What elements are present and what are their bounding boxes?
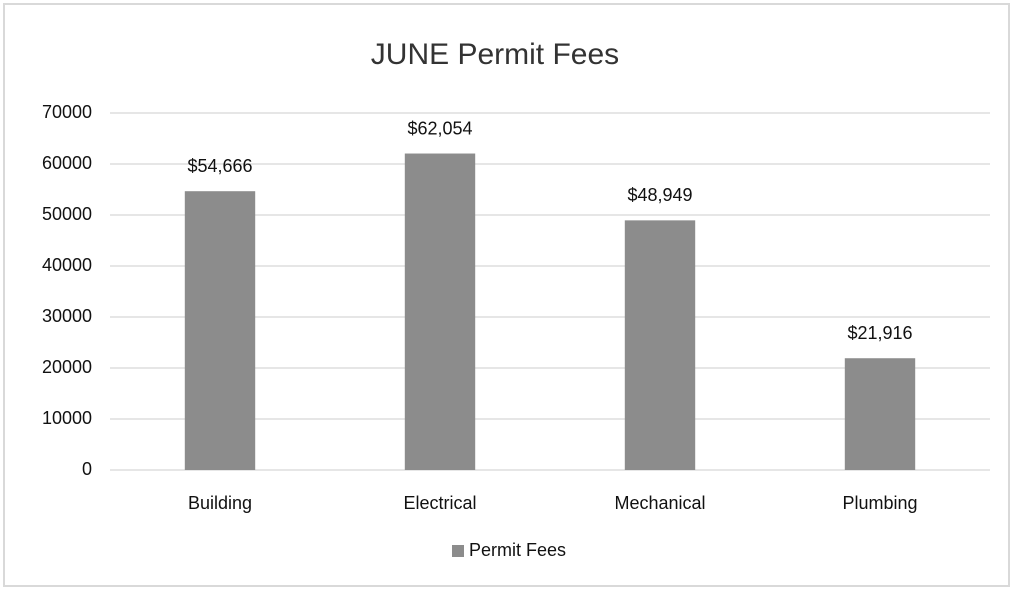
data-label: $21,916 xyxy=(847,323,912,343)
bar xyxy=(624,220,696,470)
y-tick-label: 30000 xyxy=(42,306,92,326)
bar xyxy=(184,191,256,470)
data-label: $48,949 xyxy=(627,185,692,205)
legend-label: Permit Fees xyxy=(469,540,566,560)
y-tick-label: 20000 xyxy=(42,357,92,377)
x-tick-label: Mechanical xyxy=(614,493,705,513)
y-tick-label: 50000 xyxy=(42,204,92,224)
x-tick-label: Building xyxy=(188,493,252,513)
bar xyxy=(404,153,476,470)
data-label: $62,054 xyxy=(407,118,472,138)
y-tick-label: 70000 xyxy=(42,102,92,122)
x-tick-label: Plumbing xyxy=(842,493,917,513)
bar xyxy=(844,358,916,470)
data-label: $54,666 xyxy=(187,156,252,176)
legend-swatch xyxy=(452,545,464,557)
chart-title: JUNE Permit Fees xyxy=(371,38,619,71)
y-tick-label: 40000 xyxy=(42,255,92,275)
y-tick-label: 10000 xyxy=(42,408,92,428)
chart-frame xyxy=(3,3,1010,587)
y-tick-label: 0 xyxy=(82,459,92,479)
x-tick-label: Electrical xyxy=(403,493,476,513)
y-tick-label: 60000 xyxy=(42,153,92,173)
